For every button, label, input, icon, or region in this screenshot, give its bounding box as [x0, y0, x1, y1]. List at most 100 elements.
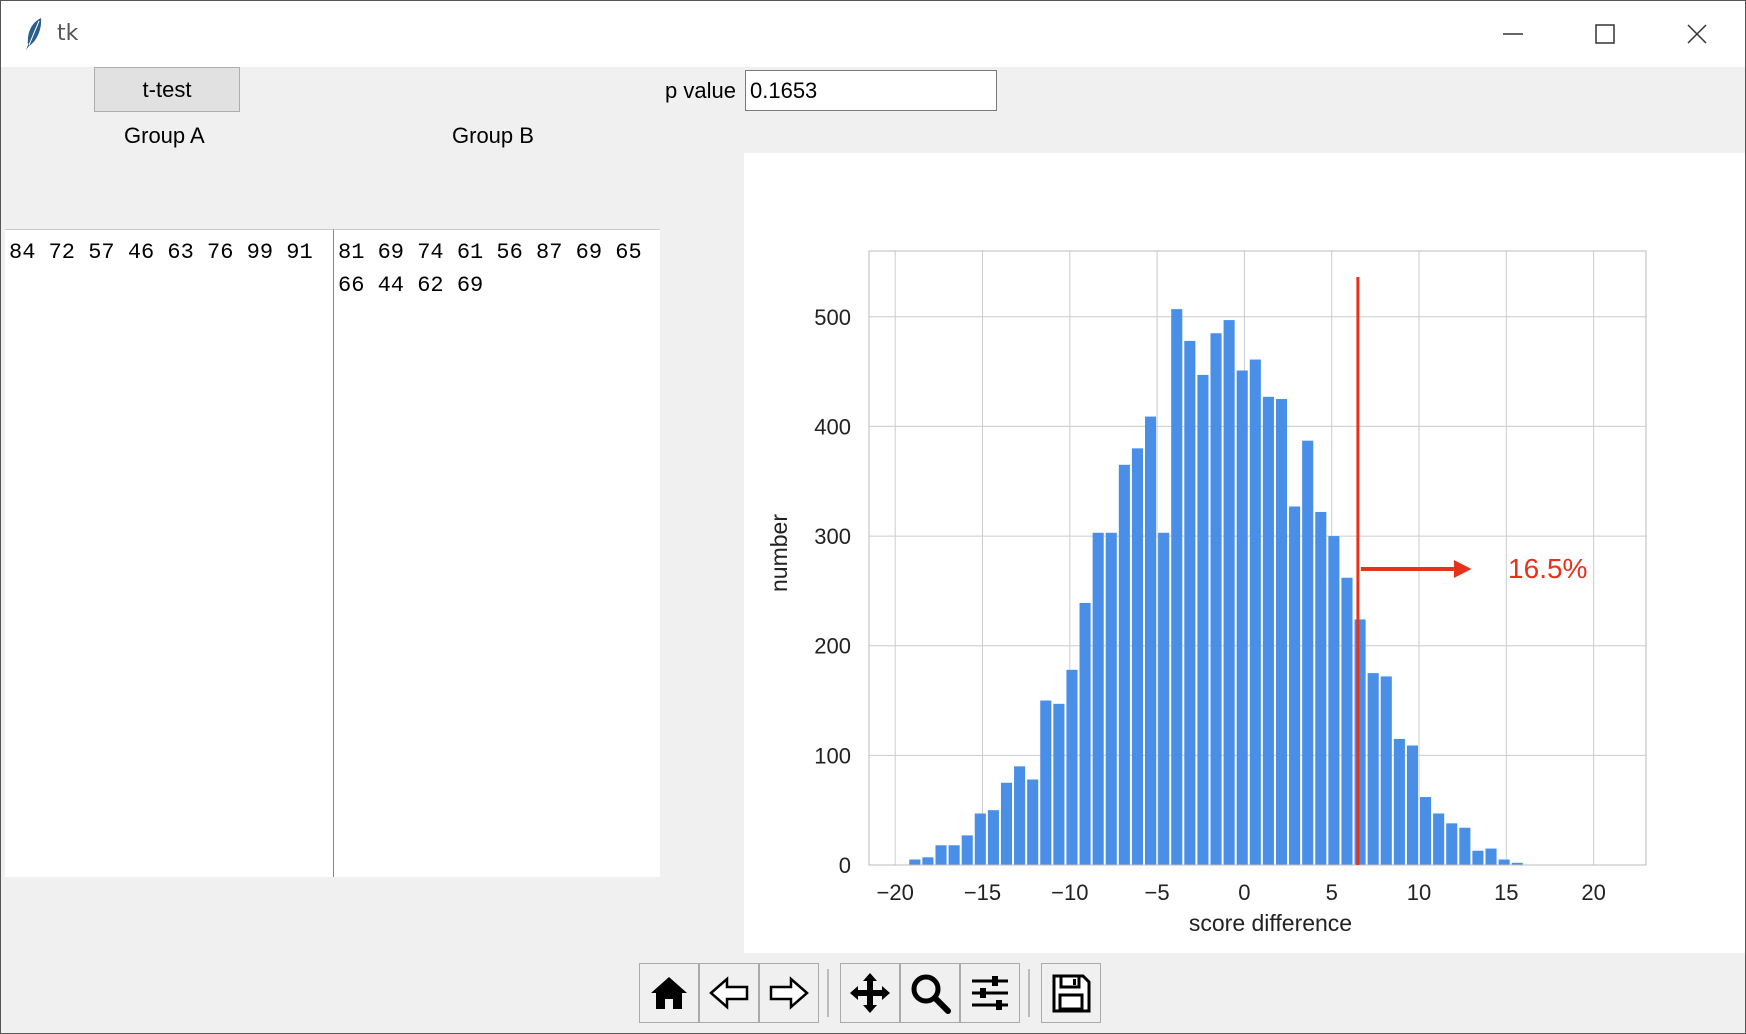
save-button[interactable] [1041, 963, 1101, 1023]
percentage-annotation: 16.5% [1508, 553, 1587, 584]
histogram-bar [1145, 416, 1157, 865]
maximize-icon [1595, 24, 1615, 44]
histogram-bar [1393, 738, 1405, 865]
x-tick-label: −15 [964, 880, 1001, 905]
histogram-bar [1459, 827, 1471, 865]
x-tick-label: −10 [1051, 880, 1088, 905]
ttest-button[interactable]: t-test [94, 67, 240, 112]
pvalue-label: p value [665, 78, 736, 103]
histogram-bar [1472, 850, 1484, 865]
histogram-bar [974, 813, 986, 865]
magnifier-icon [911, 974, 951, 1014]
histogram-bar [1315, 511, 1327, 865]
histogram-bar [987, 810, 999, 865]
histogram-bar [1184, 340, 1196, 865]
configure-subplots-button[interactable] [960, 963, 1020, 1023]
histogram-bar [1131, 448, 1144, 865]
maximize-button[interactable] [1565, 9, 1645, 59]
histogram-bar [935, 845, 947, 865]
sliders-icon [972, 976, 1008, 1010]
histogram-bar [1053, 703, 1065, 865]
close-icon [1687, 24, 1707, 44]
histogram-bar [1105, 532, 1117, 865]
y-tick-label: 400 [814, 414, 851, 439]
home-button[interactable] [639, 963, 699, 1023]
histogram-bar [1092, 532, 1104, 865]
histogram-bar [1000, 782, 1013, 865]
histogram-bar [1302, 440, 1314, 865]
y-tick-label: 300 [814, 524, 851, 549]
histogram-bar [1210, 333, 1222, 865]
histogram-bar [1498, 859, 1510, 865]
x-tick-label: 0 [1238, 880, 1250, 905]
x-tick-label: 20 [1581, 880, 1605, 905]
close-button[interactable] [1657, 9, 1737, 59]
histogram-chart: −20 −15 −10 −5 0 5 10 15 200100200300400500score… [766, 250, 1647, 936]
histogram-bar [1262, 396, 1274, 865]
histogram-bar [1027, 779, 1039, 865]
toolbar-separator [1028, 969, 1030, 1017]
histogram-bar [1367, 673, 1379, 865]
x-axis-label: score difference [1189, 910, 1352, 936]
x-tick-label: −5 [1145, 880, 1170, 905]
histogram-bar [1380, 676, 1392, 865]
plot-canvas[interactable]: −20 −15 −10 −5 0 5 10 15 20 0 100 200 300 400 500 score… [744, 153, 1745, 953]
histogram-bar [1420, 797, 1432, 865]
group-a-label: Group A [124, 123, 205, 148]
histogram-bar [1118, 464, 1130, 865]
histogram-bar [1354, 619, 1366, 865]
title-bar: tk [1, 1, 1745, 67]
pvalue-field[interactable] [745, 70, 997, 111]
histogram-bar [909, 859, 921, 865]
move-arrows-icon [850, 973, 890, 1013]
histogram-bar [1158, 532, 1170, 865]
group-b-textbox[interactable]: 81 69 74 61 56 87 69 65 66 44 62 69 [334, 229, 660, 877]
x-tick-label: 10 [1407, 880, 1431, 905]
y-tick-label: 0 [839, 853, 851, 878]
y-axis-label: number [766, 514, 792, 592]
histogram-bar [1341, 577, 1353, 865]
histogram-bar [1171, 309, 1183, 865]
histogram-bar [1066, 669, 1078, 865]
histogram-bar [1197, 374, 1209, 865]
minimize-icon [1503, 33, 1523, 35]
zoom-button[interactable] [900, 963, 960, 1023]
forward-button[interactable] [759, 963, 819, 1023]
histogram-bar [1289, 506, 1301, 865]
home-icon [651, 977, 687, 1009]
histogram-bar [1275, 399, 1288, 865]
back-button[interactable] [699, 963, 759, 1023]
histogram-bar [1406, 745, 1419, 865]
minimize-button[interactable] [1473, 9, 1553, 59]
y-tick-label: 100 [814, 743, 851, 768]
back-arrow-icon [709, 976, 749, 1010]
x-tick-label: 15 [1494, 880, 1518, 905]
histogram-bar [1328, 536, 1340, 865]
histogram-bar [1079, 602, 1091, 865]
histogram-bar [1433, 813, 1445, 865]
pan-button[interactable] [840, 963, 900, 1023]
forward-arrow-icon [769, 976, 809, 1010]
histogram-bar [1014, 766, 1026, 865]
histogram-bar [961, 835, 973, 865]
y-tick-label: 200 [814, 634, 851, 659]
histogram-bar [1223, 320, 1235, 865]
plot-frame [868, 250, 1647, 866]
histogram-bar [1485, 848, 1497, 865]
histogram-bar [1236, 370, 1248, 865]
x-tick-label: −20 [877, 880, 914, 905]
histogram-bar [1249, 359, 1261, 865]
histogram-bar [922, 857, 934, 865]
histogram-bar [1511, 862, 1523, 865]
x-tick-label: 5 [1326, 880, 1338, 905]
threshold-arrow-head [1453, 559, 1472, 578]
floppy-disk-icon [1052, 974, 1091, 1013]
window-title: tk [57, 21, 79, 46]
histogram-bar [1040, 700, 1052, 865]
feather-icon [26, 18, 42, 50]
histogram-bar [1446, 823, 1458, 865]
group-a-textbox[interactable]: 84 72 57 46 63 76 99 91 [5, 229, 334, 877]
group-b-label: Group B [452, 123, 534, 148]
y-tick-label: 500 [814, 305, 851, 330]
